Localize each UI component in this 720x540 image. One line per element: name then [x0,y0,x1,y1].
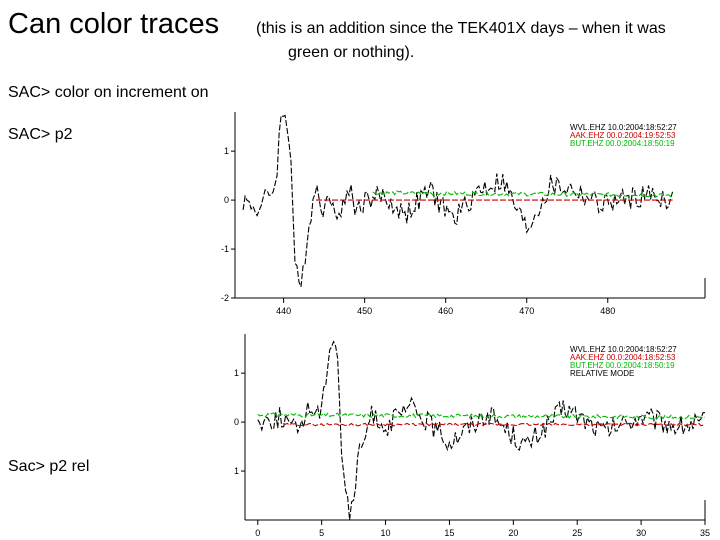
y-tick-label-0: 1 [224,146,229,156]
x-tick-label-0: 0 [255,528,260,538]
slide-title: Can color traces [8,8,220,40]
legend-entry-0: WVL.EHZ 10.0:2004:18:52:27 [570,345,677,354]
x-tick-label-7: 35 [700,528,710,538]
slide-title-note-continued: green or nothing). [288,44,415,61]
y-tick-label-0: 1 [234,368,239,378]
slide-title-note: (this is an addition since the TEK401X d… [256,20,666,37]
y-tick-label-1: 0 [234,417,239,427]
command-p2: SAC> p2 [8,126,73,143]
x-tick-label-1: 5 [319,528,324,538]
slide-title-row: Can color traces (this is an addition si… [8,8,666,41]
x-tick-label-1: 450 [357,306,372,316]
trace-wvl-ehz [257,340,705,521]
y-tick-label-1: 0 [224,195,229,205]
x-tick-label-5: 25 [572,528,582,538]
trace-aak-ehz [283,422,706,427]
legend-entry-1: AAK.EHZ 00.0:2004:18:52:53 [570,353,676,362]
command-p2-rel: Sac> p2 rel [8,458,90,475]
x-tick-label-3: 15 [444,528,454,538]
x-tick-label-2: 460 [438,306,453,316]
x-tick-label-6: 30 [636,528,646,538]
trace-but-ehz [257,412,706,420]
legend-entry-2: BUT.EHZ 00.0:2004:18:50:19 [570,361,675,370]
legend-entry-0: WVL.EHZ 10.0:2004:18:52:27 [570,123,677,132]
trace-but-ehz [372,190,674,198]
command-color: SAC> color on increment on [8,84,209,101]
y-tick-label-2: -1 [221,244,229,254]
legend-entry-2: BUT.EHZ 00.0:2004:18:50:19 [570,139,675,148]
x-tick-label-0: 440 [276,306,291,316]
x-tick-label-4: 20 [508,528,518,538]
y-tick-label-2: 1 [234,466,239,476]
x-tick-label-4: 480 [600,306,615,316]
legend-entry-1: AAK.EHZ 00.0:2004:19:52:53 [570,131,676,140]
y-tick-label-3: -2 [221,293,229,303]
legend-entry-3: RELATIVE MODE [570,369,634,378]
x-tick-label-2: 10 [381,528,391,538]
seismogram-plot-absolute: 440 450 460 470 480 1 0 -1 -2 WVL.EHZ 10.0:2004:1… [221,112,706,316]
trace-wvl-ehz [242,114,674,288]
x-tick-label-3: 470 [519,306,534,316]
